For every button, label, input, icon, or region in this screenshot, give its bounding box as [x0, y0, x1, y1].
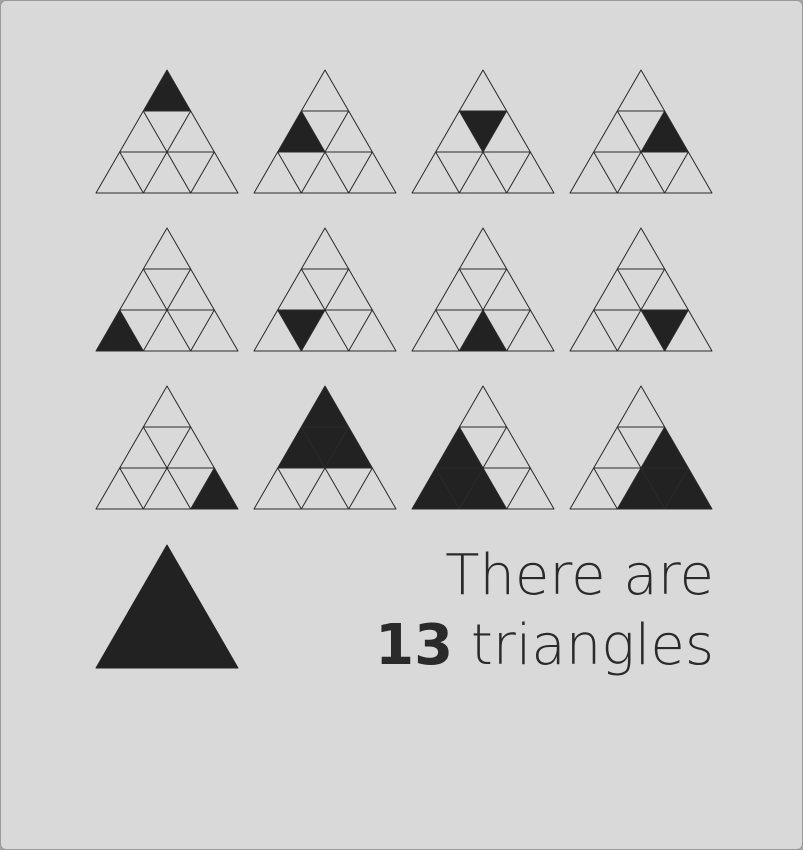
highlighted-triangle [459, 111, 507, 152]
triangle-figure-small-down-row3-left [253, 227, 397, 353]
triangle-figure-small-up-row2-left [253, 69, 397, 195]
triangle-grid-lines [95, 385, 239, 510]
triangle-figure-medium-up-right [569, 385, 713, 511]
triangle-figure-svg [569, 69, 713, 194]
triangle-figure-svg [411, 385, 555, 510]
answer-count-suffix: triangles [453, 613, 714, 678]
triangle-figure-svg [569, 385, 713, 510]
triangle-figure-svg [569, 227, 713, 352]
triangle-grid-lines [411, 385, 555, 510]
answer-text: There are 13 triangles [375, 541, 714, 681]
triangle-figure-svg [95, 385, 239, 510]
triangle-grid-lines [253, 385, 397, 510]
answer-line-2: 13 triangles [375, 611, 714, 681]
highlighted-triangle [641, 310, 689, 351]
triangle-figure-medium-up-top [253, 385, 397, 511]
highlighted-triangle [277, 111, 325, 152]
triangle-grid-lines [95, 69, 239, 194]
triangle-figure-svg [411, 69, 555, 194]
highlighted-triangle [641, 111, 689, 152]
triangle-figure-small-up-row3-left [95, 227, 239, 353]
triangle-grid-lines [569, 69, 713, 194]
highlighted-triangle [190, 468, 238, 509]
triangle-grid-lines [411, 227, 555, 352]
highlighted-triangle [95, 544, 239, 669]
triangle-grid-lines [95, 227, 239, 352]
triangle-figure-medium-up-left [411, 385, 555, 511]
highlighted-triangle [96, 310, 144, 351]
triangle-figure-small-down-row3-right [569, 227, 713, 353]
highlighted-triangle [459, 310, 507, 351]
triangle-grid-lines [253, 69, 397, 194]
triangle-figure-svg [253, 227, 397, 352]
triangle-figure-svg [95, 227, 239, 352]
answer-line-1: There are [445, 543, 714, 608]
triangle-figure-small-up-row3-middle [411, 227, 555, 353]
highlighted-triangle [277, 310, 325, 351]
triangle-figure-small-down-row2 [411, 69, 555, 195]
triangle-figure-small-up-row2-right [569, 69, 713, 195]
triangle-figure-svg [95, 69, 239, 194]
triangle-grid-lines [411, 69, 555, 194]
triangle-figure-svg [253, 385, 397, 510]
triangle-figure-small-up-row3-right [95, 385, 239, 511]
triangle-figure-svg [95, 544, 239, 669]
triangle-grid-lines [253, 227, 397, 352]
triangle-figure-svg [253, 69, 397, 194]
triangle-figure-large-whole [95, 544, 239, 670]
triangle-figure-small-up-row1 [95, 69, 239, 195]
highlighted-triangle [143, 70, 191, 111]
triangle-count: 13 [375, 613, 454, 678]
triangle-figure-svg [411, 227, 555, 352]
triangle-grid-lines [569, 227, 713, 352]
triangle-grid-lines [569, 385, 713, 510]
